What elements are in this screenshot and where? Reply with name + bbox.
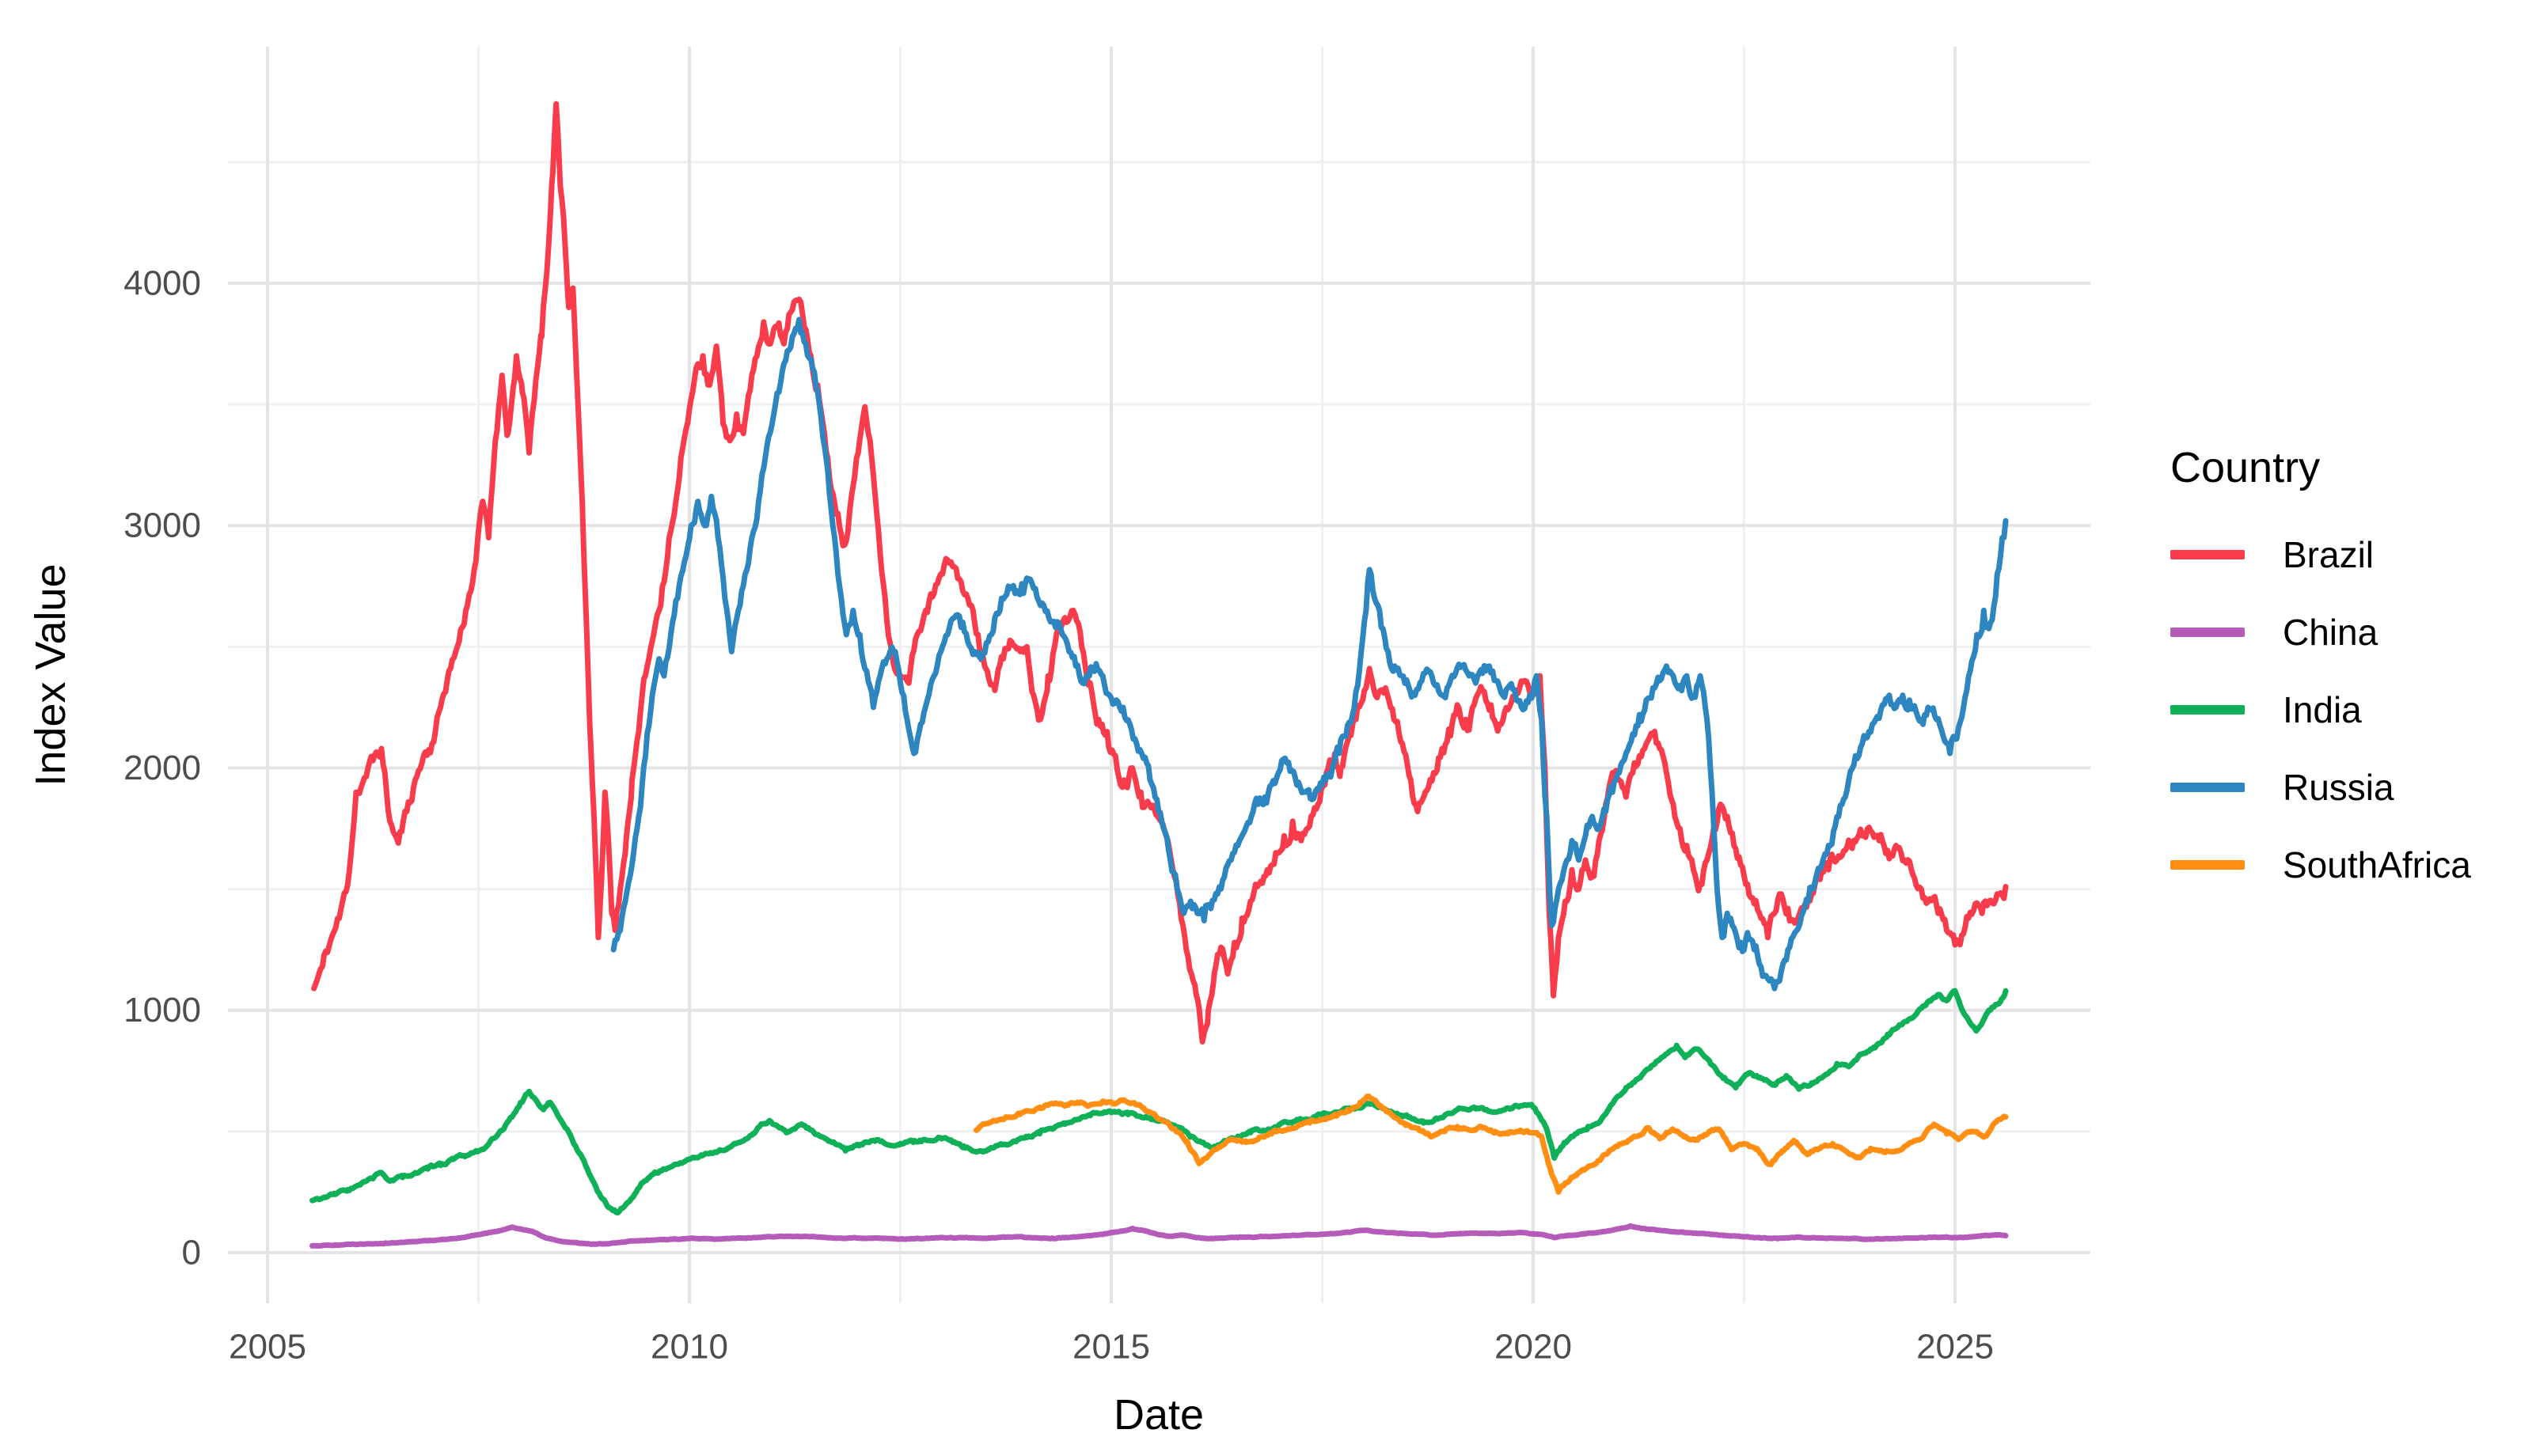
legend-label: China: [2283, 612, 2378, 653]
legend-label: SouthAfrica: [2283, 844, 2471, 885]
legend-swatch-icon: [2170, 783, 2245, 792]
x-tick-label: 2015: [1072, 1328, 1150, 1367]
legend-label: India: [2283, 689, 2362, 730]
legend-title: Country: [2170, 444, 2321, 491]
legend-item-southafrica: SouthAfrica: [2170, 826, 2471, 904]
legend-item-russia: Russia: [2170, 749, 2471, 826]
y-tick-label: 2000: [123, 749, 201, 787]
y-tick-label: 0: [182, 1233, 201, 1272]
y-axis-title: Index Value: [27, 563, 74, 787]
x-axis-title: Date: [1113, 1391, 1205, 1439]
y-tick-label: 1000: [123, 991, 201, 1029]
legend-label: Russia: [2283, 767, 2394, 808]
legend: Country Brazil China India Russia SouthAfric…: [2170, 443, 2471, 904]
legend-swatch-icon: [2170, 705, 2245, 715]
x-tick-label: 2010: [651, 1328, 728, 1367]
series-line-southafrica: [973, 1093, 2009, 1195]
legend-label: Brazil: [2283, 534, 2375, 575]
series-line-china: [309, 1223, 2009, 1249]
series-line-india: [309, 988, 2009, 1215]
y-tick-label: 4000: [123, 264, 201, 302]
y-tick-label: 3000: [123, 506, 201, 545]
series-line-brazil: [311, 100, 2009, 1045]
legend-item-brazil: Brazil: [2170, 516, 2471, 593]
legend-item-india: India: [2170, 671, 2471, 749]
x-tick-label: 2025: [1916, 1328, 1994, 1367]
x-tick-label: 2020: [1494, 1328, 1572, 1367]
legend-swatch-icon: [2170, 550, 2245, 559]
legend-items: Brazil China India Russia SouthAfrica: [2170, 516, 2471, 904]
legend-swatch-icon: [2170, 860, 2245, 870]
legend-swatch-icon: [2170, 628, 2245, 637]
series-line-russia: [610, 317, 2009, 992]
x-tick-label: 2005: [229, 1328, 306, 1367]
legend-item-china: China: [2170, 593, 2471, 671]
